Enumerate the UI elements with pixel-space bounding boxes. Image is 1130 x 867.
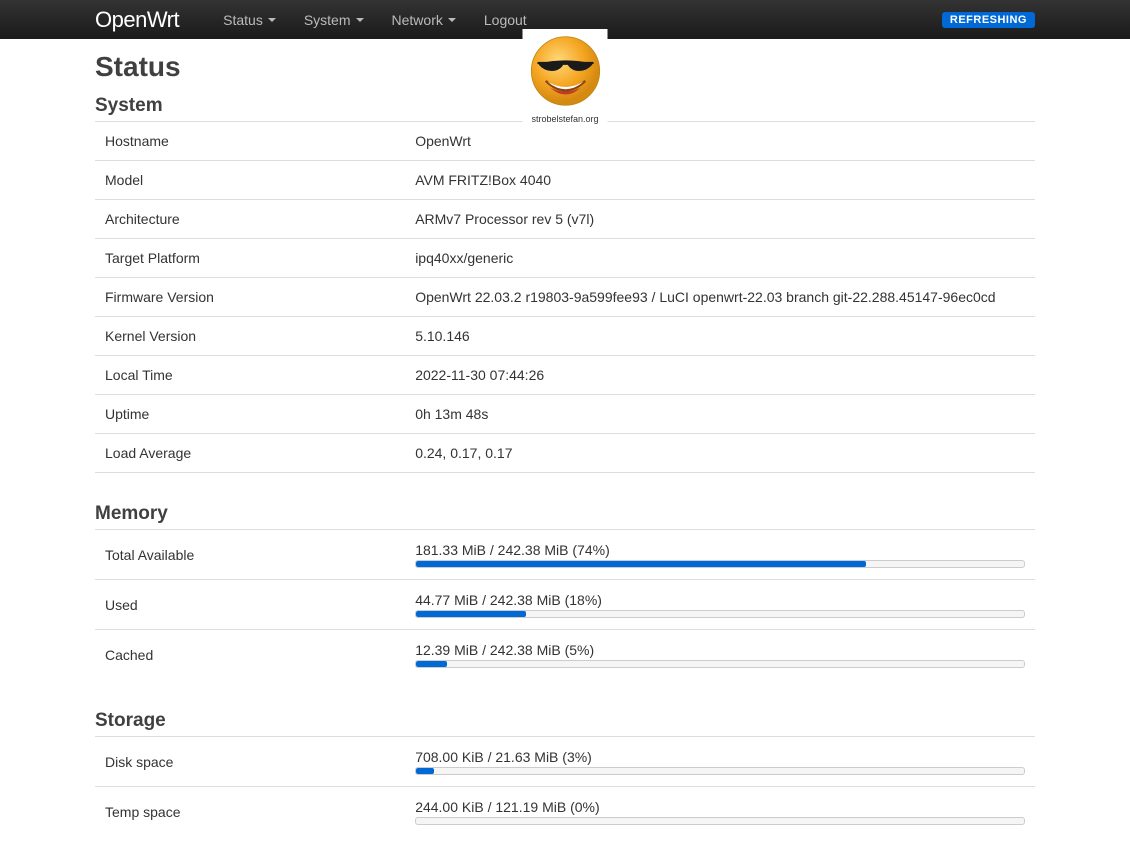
progress-bar: [415, 767, 1025, 775]
row-label: Disk space: [95, 743, 405, 781]
row-value: 0h 13m 48s: [405, 395, 1035, 433]
progress-bar: [415, 560, 1025, 568]
row-label: Load Average: [95, 434, 405, 472]
progress-text: 44.77 MiB / 242.38 MiB (18%): [415, 592, 1025, 608]
progress-cell: 244.00 KiB / 121.19 MiB (0%): [405, 793, 1035, 831]
refreshing-indicator: REFRESHING: [942, 12, 1035, 28]
nav-status-label: Status: [223, 12, 263, 28]
row-value: 5.10.146: [405, 317, 1035, 355]
nav-status[interactable]: Status: [209, 0, 290, 39]
nav-network-label: Network: [392, 12, 443, 28]
memory-section: Memory Total Available 181.33 MiB / 242.…: [95, 503, 1035, 680]
progress-fill: [416, 611, 525, 617]
storage-heading: Storage: [95, 710, 1035, 732]
table-row: Disk space 708.00 KiB / 21.63 MiB (3%): [95, 737, 1035, 787]
row-label: Local Time: [95, 356, 405, 394]
row-label: Temp space: [95, 793, 405, 831]
progress-text: 12.39 MiB / 242.38 MiB (5%): [415, 642, 1025, 658]
progress-cell: 12.39 MiB / 242.38 MiB (5%): [405, 636, 1035, 674]
row-value: OpenWrt 22.03.2 r19803-9a599fee93 / LuCI…: [405, 278, 1035, 316]
main-container: Status System Hostname OpenWrt Model AVM…: [95, 39, 1035, 837]
memory-heading: Memory: [95, 503, 1035, 525]
table-row: Cached 12.39 MiB / 242.38 MiB (5%): [95, 630, 1035, 680]
row-value: 0.24, 0.17, 0.17: [405, 434, 1035, 472]
table-row: Load Average 0.24, 0.17, 0.17: [95, 434, 1035, 473]
logo-box: strobelstefan.org: [523, 29, 608, 126]
progress-fill: [416, 561, 866, 567]
nav-network[interactable]: Network: [378, 0, 470, 39]
caret-icon: [448, 18, 456, 22]
table-row: Uptime 0h 13m 48s: [95, 395, 1035, 434]
progress-fill: [416, 768, 434, 774]
table-row: Local Time 2022-11-30 07:44:26: [95, 356, 1035, 395]
progress-cell: 44.77 MiB / 242.38 MiB (18%): [405, 586, 1035, 624]
row-value: OpenWrt: [405, 122, 1035, 160]
progress-text: 244.00 KiB / 121.19 MiB (0%): [415, 799, 1025, 815]
memory-table: Total Available 181.33 MiB / 242.38 MiB …: [95, 529, 1035, 680]
table-row: Target Platform ipq40xx/generic: [95, 239, 1035, 278]
table-row: Architecture ARMv7 Processor rev 5 (v7l): [95, 200, 1035, 239]
system-section: System Hostname OpenWrt Model AVM FRITZ!…: [95, 95, 1035, 473]
progress-bar: [415, 817, 1025, 825]
caret-icon: [356, 18, 364, 22]
progress-cell: 708.00 KiB / 21.63 MiB (3%): [405, 743, 1035, 781]
nav-system[interactable]: System: [290, 0, 378, 39]
logo-caption: strobelstefan.org: [527, 114, 604, 124]
progress-fill: [416, 661, 446, 667]
row-label: Uptime: [95, 395, 405, 433]
row-label: Model: [95, 161, 405, 199]
brand-link[interactable]: OpenWrt: [95, 7, 179, 33]
row-label: Cached: [95, 636, 405, 674]
row-label: Hostname: [95, 122, 405, 160]
table-row: Model AVM FRITZ!Box 4040: [95, 161, 1035, 200]
system-table: Hostname OpenWrt Model AVM FRITZ!Box 404…: [95, 121, 1035, 473]
row-value: ipq40xx/generic: [405, 239, 1035, 277]
row-value: 2022-11-30 07:44:26: [405, 356, 1035, 394]
progress-text: 181.33 MiB / 242.38 MiB (74%): [415, 542, 1025, 558]
storage-section: Storage Disk space 708.00 KiB / 21.63 Mi…: [95, 710, 1035, 837]
row-label: Kernel Version: [95, 317, 405, 355]
table-row: Temp space 244.00 KiB / 121.19 MiB (0%): [95, 787, 1035, 837]
nav-logout-label: Logout: [484, 12, 527, 28]
row-label: Architecture: [95, 200, 405, 238]
progress-bar: [415, 610, 1025, 618]
row-label: Used: [95, 586, 405, 624]
table-row: Kernel Version 5.10.146: [95, 317, 1035, 356]
row-value: AVM FRITZ!Box 4040: [405, 161, 1035, 199]
table-row: Used 44.77 MiB / 242.38 MiB (18%): [95, 580, 1035, 630]
caret-icon: [268, 18, 276, 22]
progress-cell: 181.33 MiB / 242.38 MiB (74%): [405, 536, 1035, 574]
table-row: Hostname OpenWrt: [95, 122, 1035, 161]
row-label: Total Available: [95, 536, 405, 574]
smiley-icon: [527, 33, 603, 109]
row-label: Target Platform: [95, 239, 405, 277]
row-value: ARMv7 Processor rev 5 (v7l): [405, 200, 1035, 238]
progress-bar: [415, 660, 1025, 668]
table-row: Firmware Version OpenWrt 22.03.2 r19803-…: [95, 278, 1035, 317]
row-label: Firmware Version: [95, 278, 405, 316]
progress-text: 708.00 KiB / 21.63 MiB (3%): [415, 749, 1025, 765]
nav-system-label: System: [304, 12, 351, 28]
storage-table: Disk space 708.00 KiB / 21.63 MiB (3%) T…: [95, 736, 1035, 837]
table-row: Total Available 181.33 MiB / 242.38 MiB …: [95, 530, 1035, 580]
